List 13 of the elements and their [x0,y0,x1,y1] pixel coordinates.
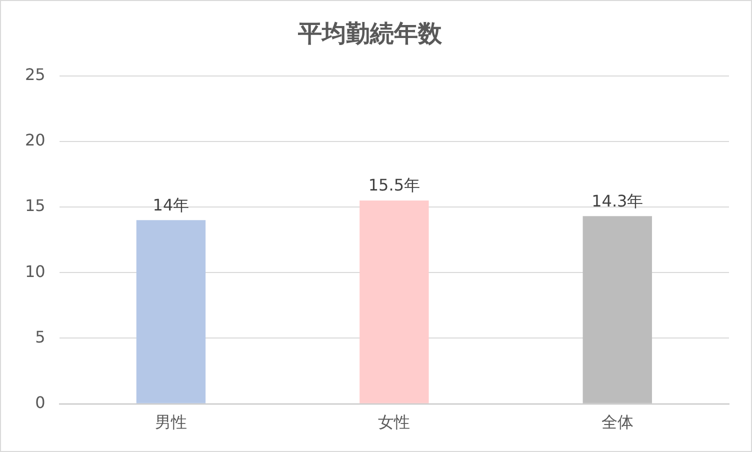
y-tick-label: 5 [35,327,46,346]
y-tick-label: 10 [25,262,46,281]
x-tick-label: 全体 [601,412,634,432]
data-label: 14年 [152,195,190,214]
x-tick-label: 男性 [154,412,187,432]
y-tick-label: 15 [25,196,46,216]
y-tick-label: 0 [35,392,46,412]
y-tick-label: 20 [25,130,46,150]
data-label: 14.3年 [592,191,644,210]
data-label: 15.5年 [368,176,420,195]
chart-title: 平均勤続年数 [297,20,443,48]
x-tick-label: 女性 [378,412,410,432]
y-tick-label: 25 [25,64,46,84]
